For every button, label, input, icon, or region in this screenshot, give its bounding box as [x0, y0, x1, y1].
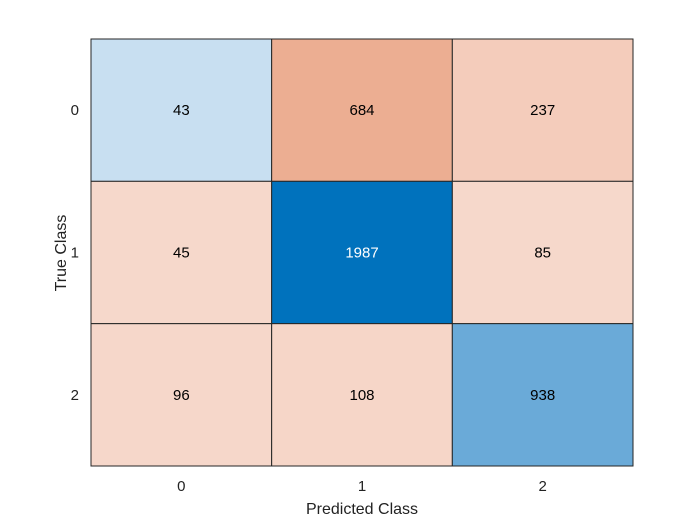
ticks-layer: 0 1 2 0 1 2: [71, 102, 547, 495]
cells-layer: 43 684 237 45 1987 85 96 108 938: [90, 38, 634, 467]
y-tick-label-1: 1: [71, 245, 79, 262]
x-axis-label: Predicted Class: [306, 501, 418, 518]
heatmap-cell-r1-c2: [451, 180, 634, 325]
y-tick-label-0: 0: [71, 102, 79, 119]
cell-value-label-r2-c2: 938: [530, 387, 555, 404]
heatmap-cell-r2-c0: [90, 323, 273, 467]
x-tick-label-1: 1: [358, 478, 366, 495]
y-axis-label: True Class: [53, 215, 70, 292]
y-tick-label-2: 2: [71, 387, 79, 404]
cell-value-label-r1-c1: 1987: [345, 245, 378, 262]
cell-value-label-r0-c0: 43: [173, 102, 190, 119]
heatmap-cell-r2-c1: [271, 323, 453, 467]
cell-value-label-r1-c0: 45: [173, 245, 190, 262]
x-tick-label-0: 0: [177, 478, 185, 495]
heatmap-cell-r0-c1: [271, 38, 453, 182]
heatmap-cell-r1-c0: [90, 180, 273, 325]
heatmap-cell-r0-c2: [451, 38, 634, 182]
cell-value-label-r1-c2: 85: [534, 245, 551, 262]
heatmap-cell-r1-c1: [271, 180, 453, 325]
cell-value-label-r0-c2: 237: [530, 102, 555, 119]
cell-value-label-r2-c1: 108: [349, 387, 374, 404]
cell-value-label-r2-c0: 96: [173, 387, 190, 404]
x-tick-label-2: 2: [538, 478, 546, 495]
heatmap-cell-r2-c2: [451, 323, 634, 467]
cell-value-label-r0-c1: 684: [349, 102, 374, 119]
heatmap-cell-r0-c0: [90, 38, 273, 182]
